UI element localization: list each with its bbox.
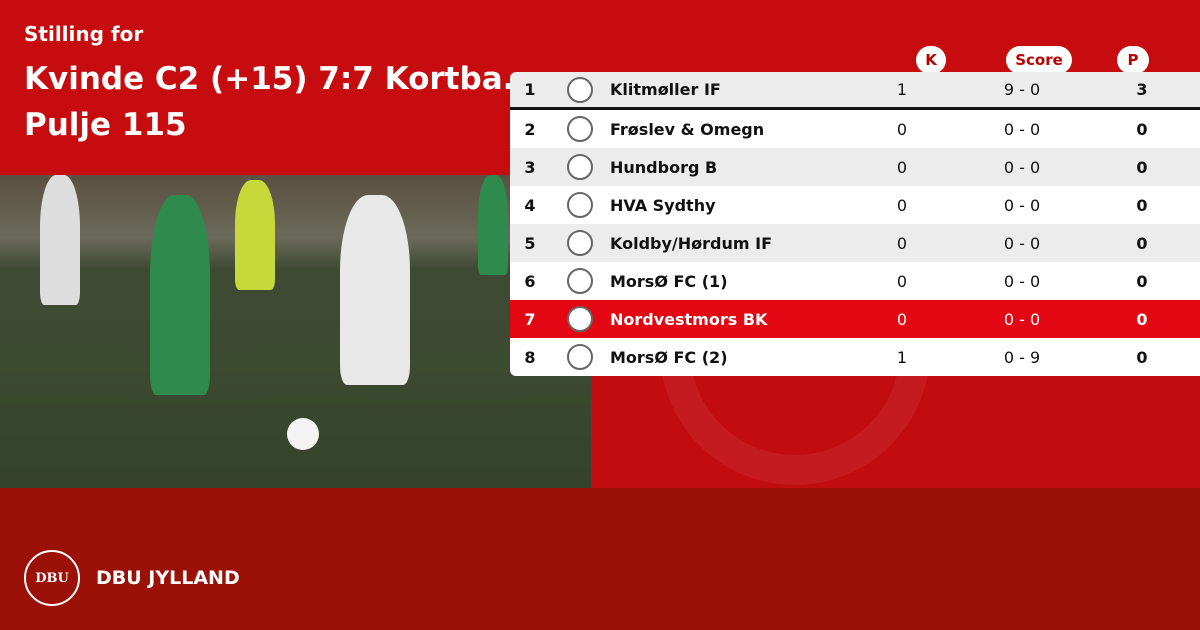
team-name: Frøslev & Omegn — [610, 119, 765, 139]
position: 6 — [524, 271, 536, 291]
position: 7 — [524, 309, 536, 329]
goal-score: 0 - 0 — [1003, 119, 1041, 139]
points: 0 — [1136, 157, 1148, 177]
goal-score: 0 - 9 — [1003, 347, 1041, 367]
column-header-p: P — [1117, 46, 1149, 74]
table-row: 4 HVA Sydthy 0 0 - 0 0 — [510, 186, 1200, 224]
team-name: MorsØ FC (1) — [610, 271, 728, 291]
position: 4 — [524, 195, 536, 215]
points: 3 — [1136, 80, 1148, 99]
position: 3 — [524, 157, 536, 177]
points: 0 — [1136, 347, 1148, 367]
table-row: 7 Nordvestmors BK 0 0 - 0 0 — [510, 300, 1200, 338]
table-row: 3 Hundborg B 0 0 - 0 0 — [510, 148, 1200, 186]
matches-played: 0 — [896, 233, 908, 253]
matches-played: 0 — [896, 157, 908, 177]
points: 0 — [1136, 119, 1148, 139]
table-row: 5 Koldby/Hørdum IF 0 0 - 0 0 — [510, 224, 1200, 262]
team-logo-icon — [550, 154, 610, 180]
table-row: 1 Klitmøller IF 1 9 - 0 3 — [510, 72, 1200, 110]
matches-played: 0 — [896, 119, 908, 139]
title-line-2: Pulje 115 — [24, 107, 187, 143]
team-logo-icon — [550, 230, 610, 256]
goal-score: 0 - 0 — [1003, 195, 1041, 215]
position: 2 — [524, 119, 536, 139]
goal-score: 0 - 0 — [1003, 157, 1041, 177]
column-header-score: Score — [1006, 46, 1072, 74]
goal-score: 0 - 0 — [1003, 233, 1041, 253]
points: 0 — [1136, 309, 1148, 329]
brand-name: DBU JYLLAND — [96, 567, 240, 589]
team-logo-icon — [550, 306, 610, 332]
position: 1 — [524, 80, 536, 99]
column-header-k: K — [916, 46, 946, 74]
table-row: 8 MorsØ FC (2) 1 0 - 9 0 — [510, 338, 1200, 376]
points: 0 — [1136, 233, 1148, 253]
team-name: Nordvestmors BK — [610, 309, 768, 329]
dbu-logo: DBU — [24, 550, 80, 606]
matches-played: 0 — [896, 195, 908, 215]
team-name: Hundborg B — [610, 157, 718, 177]
dbu-logo-text: DBU — [35, 570, 69, 586]
team-logo-icon — [550, 344, 610, 370]
team-name: Klitmøller IF — [610, 80, 721, 99]
table-row: 2 Frøslev & Omegn 0 0 - 0 0 — [510, 110, 1200, 148]
team-logo-icon — [550, 268, 610, 294]
goal-score: 9 - 0 — [1003, 80, 1041, 99]
team-name: MorsØ FC (2) — [610, 347, 728, 367]
matches-played: 0 — [896, 309, 908, 329]
title-line-1: Kvinde C2 (+15) 7:7 Kortba.. — [24, 61, 527, 97]
footer-band — [0, 488, 1200, 630]
table-row: 6 MorsØ FC (1) 0 0 - 0 0 — [510, 262, 1200, 300]
points: 0 — [1136, 195, 1148, 215]
position: 8 — [524, 347, 536, 367]
goal-score: 0 - 0 — [1003, 271, 1041, 291]
goal-score: 0 - 0 — [1003, 309, 1041, 329]
team-logo-icon — [550, 116, 610, 142]
matches-played: 1 — [896, 347, 908, 367]
page-title: Kvinde C2 (+15) 7:7 Kortba.. Pulje 115 — [24, 56, 526, 148]
team-logo-icon — [550, 76, 610, 103]
subtitle: Stilling for — [24, 22, 144, 46]
matches-played: 0 — [896, 271, 908, 291]
match-photo — [0, 175, 591, 488]
points: 0 — [1136, 271, 1148, 291]
team-name: Koldby/Hørdum IF — [610, 233, 773, 253]
position: 5 — [524, 233, 536, 253]
matches-played: 1 — [896, 80, 908, 99]
team-name: HVA Sydthy — [610, 195, 716, 215]
team-logo-icon — [550, 192, 610, 218]
